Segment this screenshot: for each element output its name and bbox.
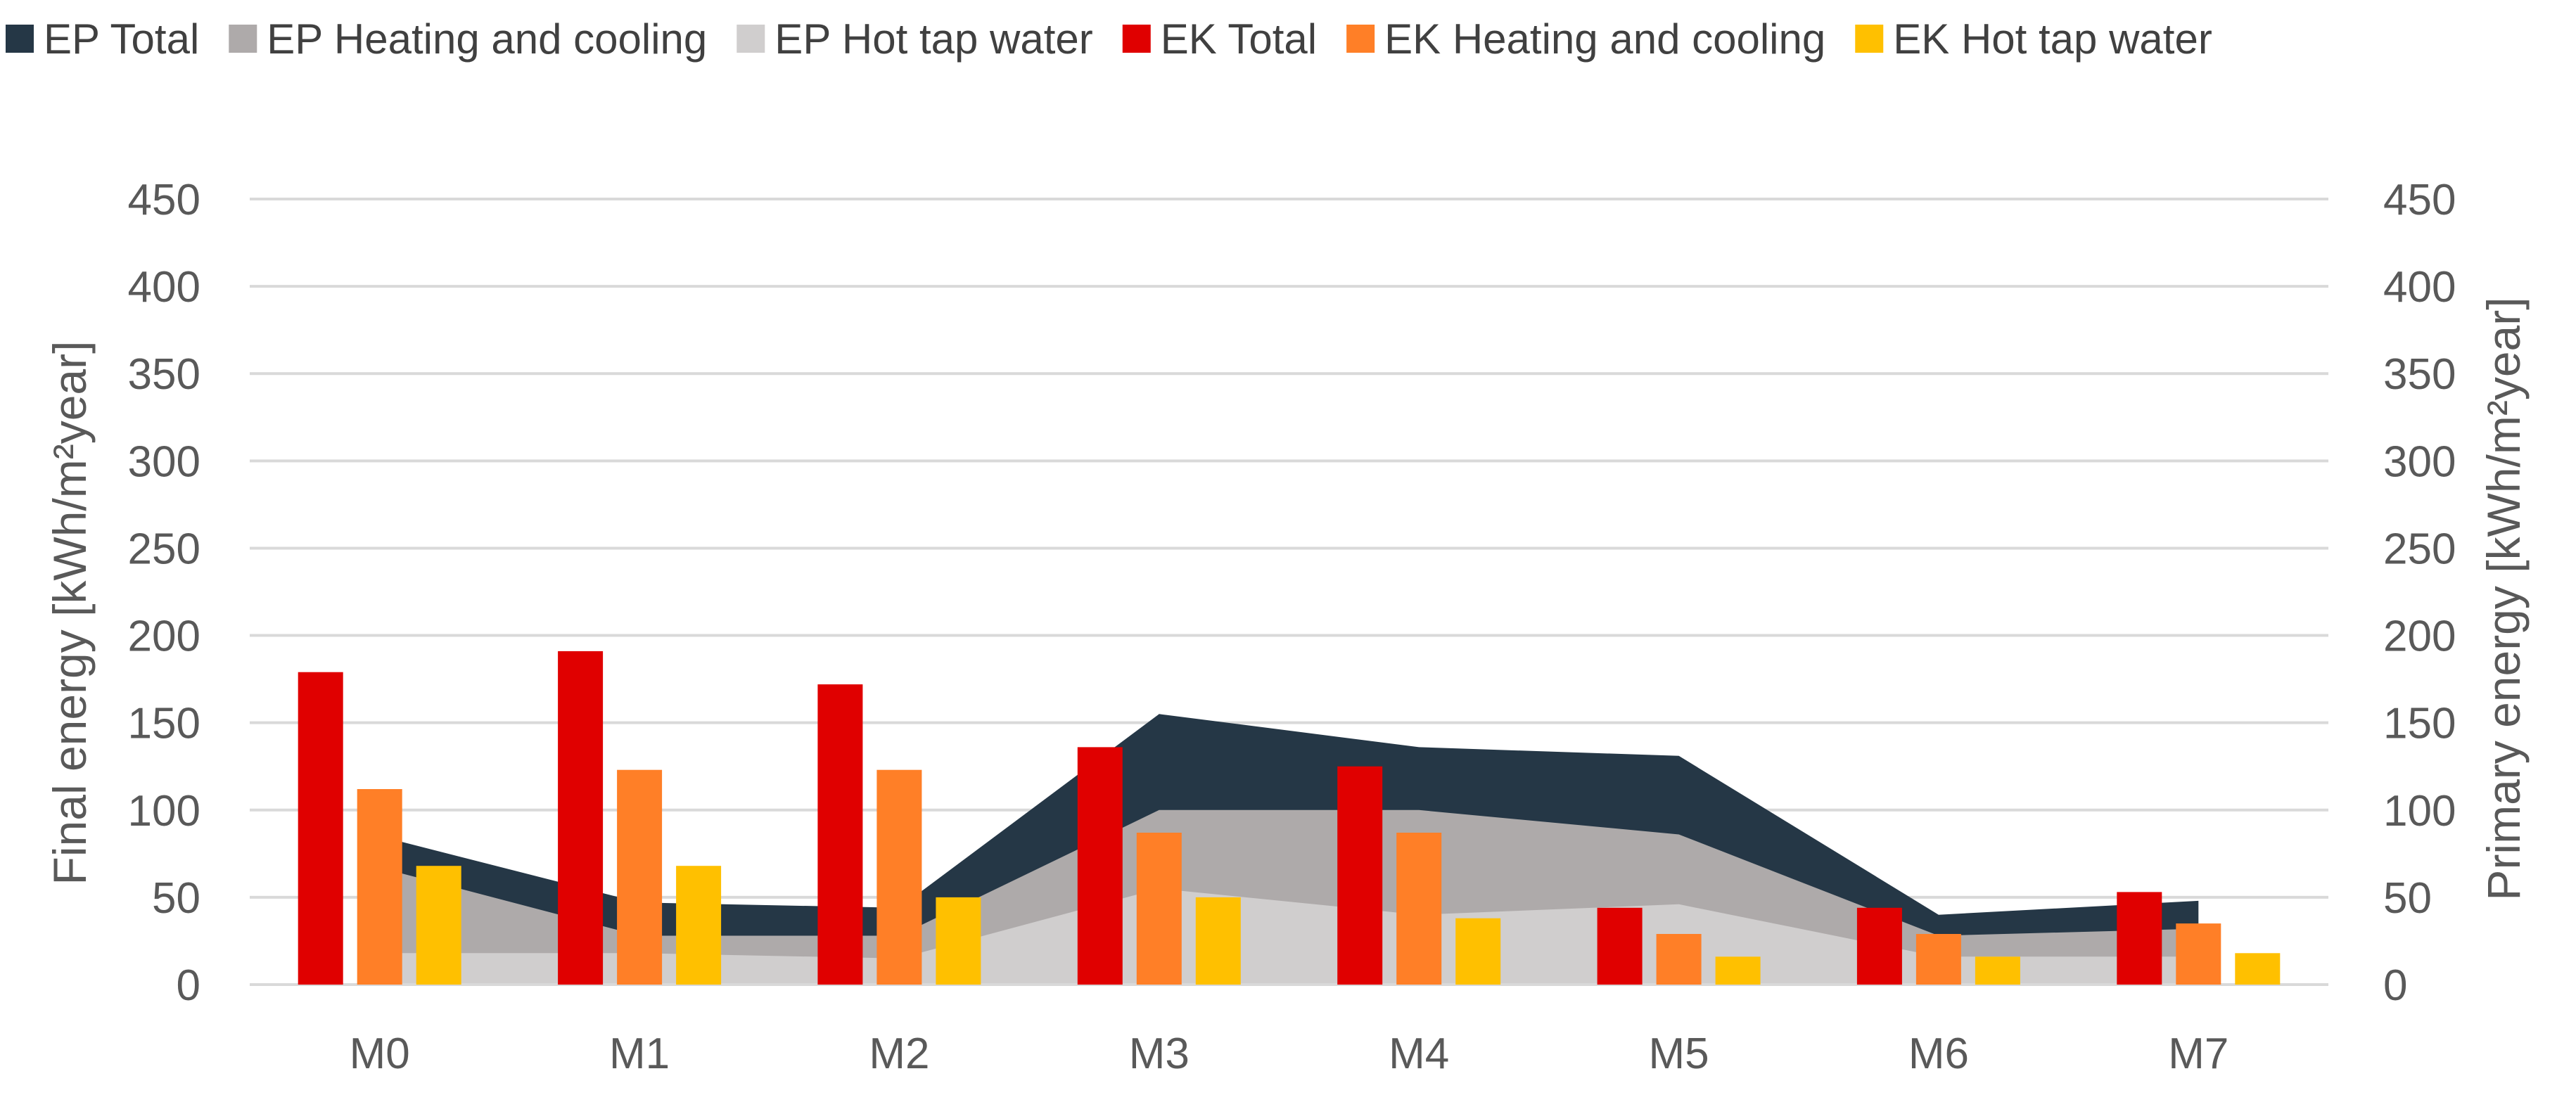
bar-ek-total-m5: [1597, 907, 1643, 985]
left-tick-100: 100: [128, 787, 200, 835]
x-tick-m7: M7: [2168, 1030, 2229, 1078]
legend-swatch: [6, 25, 34, 53]
bar-ek-total-m1: [558, 651, 604, 985]
left-tick-300: 300: [128, 437, 200, 486]
bar-ek-hot-tap-water-m4: [1455, 918, 1501, 985]
bar-ek-total-m0: [298, 672, 343, 985]
x-tick-m6: M6: [1908, 1030, 1969, 1078]
bar-ek-heating-and-cooling-m0: [357, 789, 402, 985]
left-axis-title: Final energy [kWh/m²year]: [44, 341, 96, 885]
bar-ek-total-m3: [1077, 747, 1123, 985]
bar-ek-total-m2: [817, 684, 863, 985]
legend-label: EP Heating and cooling: [267, 15, 707, 63]
bar-ek-hot-tap-water-m2: [936, 897, 981, 985]
legend-item-ek-hot-tap-water: EK Hot tap water: [1855, 15, 2212, 63]
left-tick-150: 150: [128, 700, 200, 748]
bar-series: [298, 651, 2281, 985]
bar-ek-total-m6: [1856, 907, 1902, 985]
legend-label: EP Total: [44, 15, 199, 63]
left-tick-0: 0: [177, 961, 200, 1010]
right-tick-300: 300: [2383, 437, 2456, 486]
x-tick-m3: M3: [1129, 1030, 1190, 1078]
right-axis-ticks: 0 50 100 150 200 250 300 350 400 450: [2383, 176, 2456, 1010]
left-tick-200: 200: [128, 613, 200, 661]
right-tick-0: 0: [2383, 961, 2407, 1010]
x-tick-m0: M0: [350, 1030, 410, 1078]
legend-label: EK Heating and cooling: [1384, 15, 1825, 63]
right-tick-150: 150: [2383, 700, 2456, 748]
x-tick-m2: M2: [869, 1030, 929, 1078]
legend-label: EK Hot tap water: [1893, 15, 2212, 63]
bar-ek-heating-and-cooling-m6: [1915, 934, 1961, 985]
left-tick-250: 250: [128, 525, 200, 573]
bar-ek-total-m7: [2117, 892, 2162, 985]
legend-item-ep-hot-tap-water: EP Hot tap water: [737, 15, 1093, 63]
bar-ek-heating-and-cooling-m2: [876, 769, 922, 985]
bar-ek-heating-and-cooling-m1: [617, 769, 663, 985]
bar-ek-heating-and-cooling-m4: [1396, 833, 1442, 985]
legend-item-ek-total: EK Total: [1122, 15, 1317, 63]
right-tick-450: 450: [2383, 176, 2456, 224]
x-axis-ticks: M0 M1 M2 M3 M4 M5 M6 M7: [350, 1030, 2229, 1078]
bar-ek-hot-tap-water-m6: [1975, 956, 2020, 985]
right-tick-50: 50: [2383, 874, 2432, 923]
bar-ek-hot-tap-water-m7: [2235, 953, 2281, 985]
right-tick-350: 350: [2383, 350, 2456, 399]
right-tick-200: 200: [2383, 613, 2456, 661]
legend-label: EK Total: [1161, 15, 1317, 63]
x-tick-m4: M4: [1389, 1030, 1449, 1078]
x-tick-m5: M5: [1648, 1030, 1709, 1078]
legend-item-ek-heating-and-cooling: EK Heating and cooling: [1346, 15, 1825, 63]
bar-ek-hot-tap-water-m3: [1195, 897, 1241, 985]
left-tick-450: 450: [128, 176, 200, 224]
right-axis-title: Primary energy [kWh/m²year]: [2478, 297, 2530, 900]
left-tick-400: 400: [128, 263, 200, 312]
legend-swatch: [737, 25, 765, 53]
bar-ek-hot-tap-water-m1: [676, 866, 722, 985]
right-tick-400: 400: [2383, 263, 2456, 312]
bar-ek-total-m4: [1337, 766, 1383, 985]
legend-swatch: [229, 25, 257, 53]
bar-ek-heating-and-cooling-m7: [2176, 923, 2221, 985]
bar-ek-hot-tap-water-m0: [416, 866, 461, 985]
legend-swatch: [1122, 25, 1151, 53]
bar-ek-heating-and-cooling-m3: [1136, 833, 1182, 985]
legend-swatch: [1855, 25, 1884, 53]
left-tick-50: 50: [152, 874, 200, 923]
bar-ek-hot-tap-water-m5: [1715, 956, 1761, 985]
right-tick-100: 100: [2383, 787, 2456, 835]
left-axis-ticks: 0 50 100 150 200 250 300 350 400 450: [128, 176, 200, 1010]
x-tick-m1: M1: [609, 1030, 670, 1078]
right-tick-250: 250: [2383, 525, 2456, 573]
left-tick-350: 350: [128, 350, 200, 399]
legend-swatch: [1346, 25, 1375, 53]
legend-label: EP Hot tap water: [774, 15, 1092, 63]
legend-item-ep-heating-and-cooling: EP Heating and cooling: [229, 15, 707, 63]
legend: EP Total EP Heating and cooling EP Hot tap…: [6, 15, 2212, 63]
legend-item-ep-total: EP Total: [6, 15, 199, 63]
bar-ek-heating-and-cooling-m5: [1656, 934, 1702, 985]
